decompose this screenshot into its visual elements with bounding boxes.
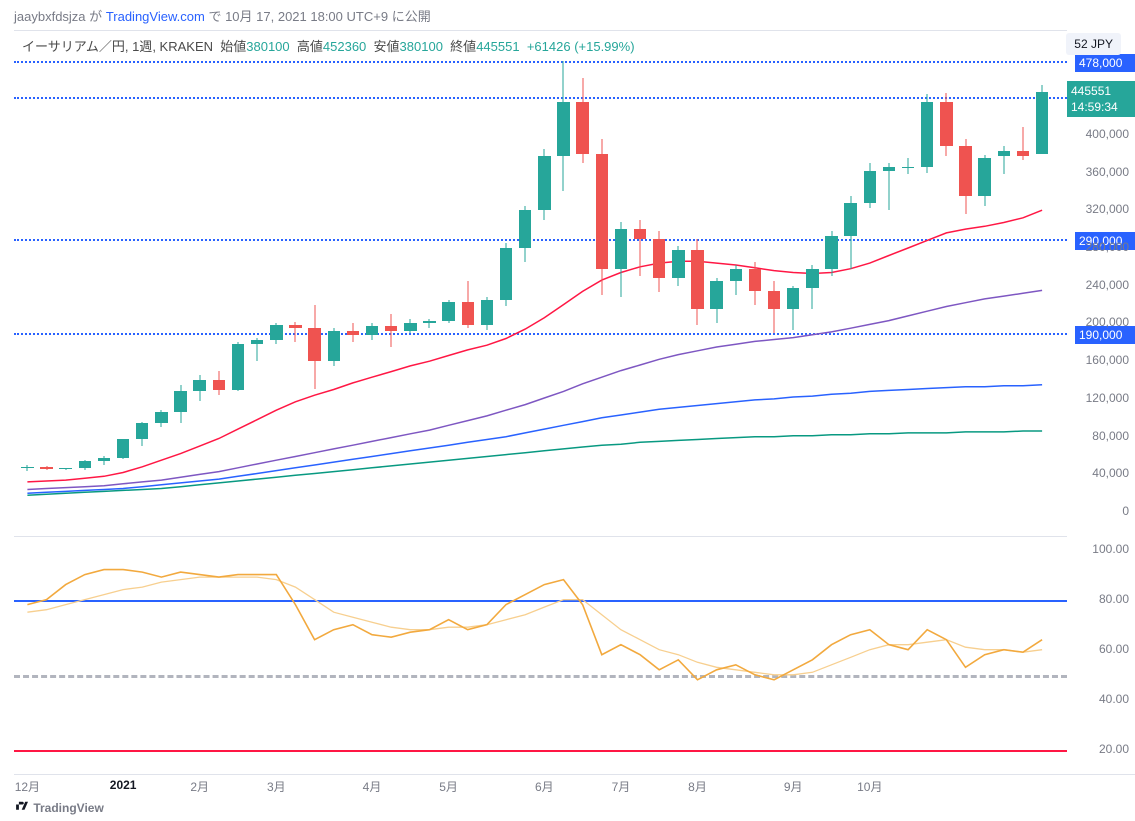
time-x-axis: 12月20212月3月4月5月6月7月8月9月10月 bbox=[14, 778, 1067, 796]
candle[interactable] bbox=[1036, 31, 1048, 531]
candle[interactable] bbox=[385, 31, 397, 531]
candle[interactable] bbox=[442, 31, 454, 531]
tradingview-watermark: TradingView bbox=[14, 800, 104, 815]
candle[interactable] bbox=[844, 31, 856, 531]
candle[interactable] bbox=[768, 31, 780, 531]
candle[interactable] bbox=[117, 31, 129, 531]
candle[interactable] bbox=[98, 31, 110, 531]
candle[interactable] bbox=[347, 31, 359, 531]
candle[interactable] bbox=[481, 31, 493, 531]
candle[interactable] bbox=[978, 31, 990, 531]
candle[interactable] bbox=[270, 31, 282, 531]
publish-header: jaaybxfdsjza が TradingView.com で 10月 17,… bbox=[14, 6, 431, 25]
symbol-info-row: イーサリアム／円, 1週, KRAKEN 始値380100 高値452360 安… bbox=[22, 36, 635, 55]
candle[interactable] bbox=[59, 31, 71, 531]
price-chart[interactable]: 478,000440,000290,000190,000 bbox=[14, 30, 1067, 530]
rsi-chart[interactable] bbox=[14, 536, 1067, 774]
candle[interactable] bbox=[21, 31, 33, 531]
candle[interactable] bbox=[998, 31, 1010, 531]
candle[interactable] bbox=[79, 31, 91, 531]
candle[interactable] bbox=[328, 31, 340, 531]
candle[interactable] bbox=[404, 31, 416, 531]
candle[interactable] bbox=[615, 31, 627, 531]
candle[interactable] bbox=[423, 31, 435, 531]
candle[interactable] bbox=[787, 31, 799, 531]
candle[interactable] bbox=[730, 31, 742, 531]
candle[interactable] bbox=[519, 31, 531, 531]
candle[interactable] bbox=[251, 31, 263, 531]
price-y-axis: 040,00080,000120,000160,000200,000240,00… bbox=[1067, 30, 1135, 530]
candle[interactable] bbox=[500, 31, 512, 531]
candle[interactable] bbox=[691, 31, 703, 531]
candle[interactable] bbox=[289, 31, 301, 531]
currency-tag: 52 JPY bbox=[1066, 33, 1121, 55]
candle[interactable] bbox=[1017, 31, 1029, 531]
candle[interactable] bbox=[193, 31, 205, 531]
candle[interactable] bbox=[653, 31, 665, 531]
candle[interactable] bbox=[576, 31, 588, 531]
candle[interactable] bbox=[883, 31, 895, 531]
rsi-y-axis: 20.0040.0060.0080.00100.00 bbox=[1067, 536, 1135, 774]
candle[interactable] bbox=[749, 31, 761, 531]
candle[interactable] bbox=[155, 31, 167, 531]
candle[interactable] bbox=[462, 31, 474, 531]
candle[interactable] bbox=[136, 31, 148, 531]
candle[interactable] bbox=[940, 31, 952, 531]
candle[interactable] bbox=[596, 31, 608, 531]
candle[interactable] bbox=[710, 31, 722, 531]
candle[interactable] bbox=[213, 31, 225, 531]
candle[interactable] bbox=[959, 31, 971, 531]
candle[interactable] bbox=[366, 31, 378, 531]
candle[interactable] bbox=[864, 31, 876, 531]
candle[interactable] bbox=[921, 31, 933, 531]
site-link[interactable]: TradingView.com bbox=[106, 9, 205, 24]
candle[interactable] bbox=[538, 31, 550, 531]
candle[interactable] bbox=[634, 31, 646, 531]
candle[interactable] bbox=[557, 31, 569, 531]
candle[interactable] bbox=[174, 31, 186, 531]
candle[interactable] bbox=[902, 31, 914, 531]
candle[interactable] bbox=[308, 31, 320, 531]
candle[interactable] bbox=[806, 31, 818, 531]
candle[interactable] bbox=[40, 31, 52, 531]
candle[interactable] bbox=[232, 31, 244, 531]
candle[interactable] bbox=[672, 31, 684, 531]
candle[interactable] bbox=[825, 31, 837, 531]
